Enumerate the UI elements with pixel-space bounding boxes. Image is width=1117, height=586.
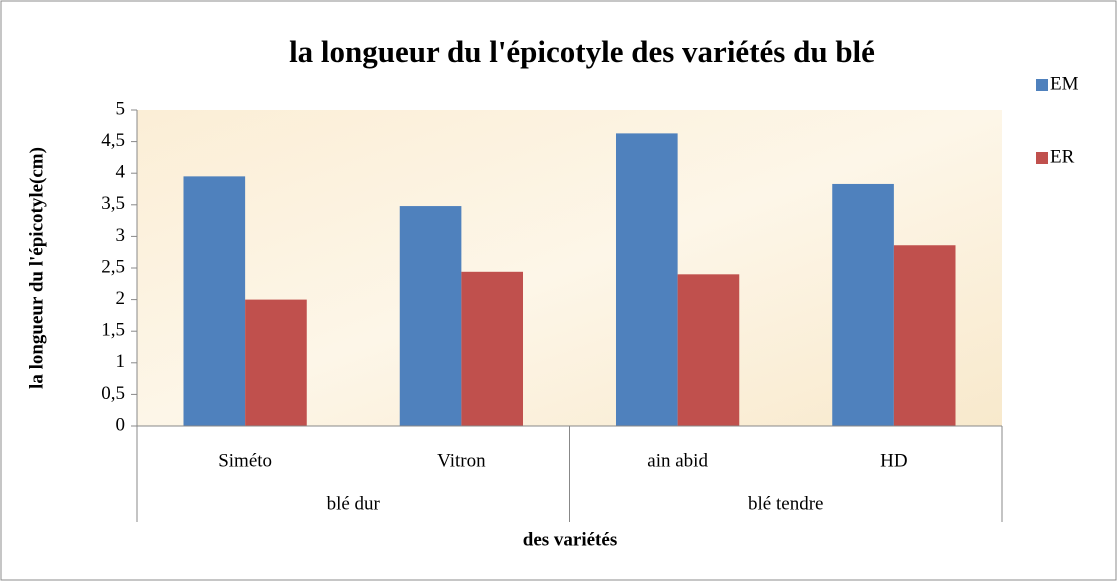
y-tick-label: 4,5 (101, 130, 125, 151)
bar (245, 299, 307, 426)
x-tick-label: Vitron (437, 450, 486, 471)
bar (183, 176, 246, 426)
y-tick-label: 5 (116, 98, 126, 119)
legend-label: EM (1050, 73, 1079, 94)
y-tick-label: 2 (116, 288, 126, 309)
bar (399, 206, 462, 426)
legend-label: ER (1050, 146, 1075, 167)
y-tick-label: 3,5 (101, 193, 125, 214)
legend-swatch (1036, 152, 1048, 164)
bar (832, 183, 894, 426)
chart-title: la longueur du l'épicotyle des variétés … (289, 34, 875, 69)
y-tick-label: 0,5 (101, 383, 125, 404)
x-tick-label: Siméto (218, 450, 272, 471)
group-label: blé tendre (748, 493, 823, 514)
y-tick-label: 1 (116, 351, 126, 372)
y-tick-label: 2,5 (101, 256, 125, 277)
bar (461, 271, 524, 426)
bar (893, 245, 956, 426)
x-axis-title: des variétés (523, 529, 617, 550)
group-label: blé dur (327, 493, 381, 514)
bar (677, 274, 740, 426)
legend-swatch (1036, 79, 1048, 91)
y-tick-label: 3 (116, 225, 126, 246)
x-tick-label: HD (880, 450, 907, 471)
y-tick-label: 1,5 (101, 320, 125, 341)
y-axis-title: la longueur du l'épicotyle(cm) (26, 147, 47, 389)
y-tick-label: 0 (116, 414, 126, 435)
y-tick-label: 4 (116, 162, 126, 183)
x-tick-label: ain abid (647, 450, 708, 471)
bar (615, 133, 678, 426)
